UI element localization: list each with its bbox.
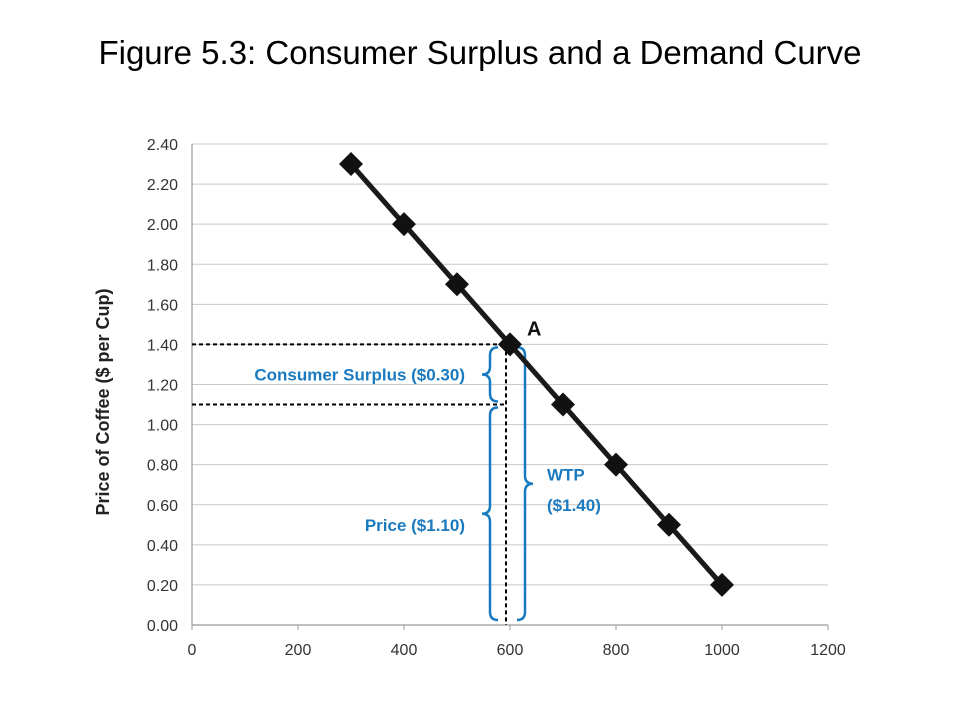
y-tick-label: 0.00 [147,618,178,635]
y-tick-label: 1.60 [147,297,178,314]
y-tick-label: 1.20 [147,378,178,395]
y-tick-label: 0.20 [147,578,178,595]
dashed-guides [192,343,510,625]
wtp-value-label: ($1.40) [547,496,601,515]
data-point [339,152,363,177]
point-a-label: A [527,318,541,340]
x-tick-label: 200 [285,642,312,659]
y-tick-label: 1.00 [147,418,178,435]
y-tick-label: 0.60 [147,498,178,515]
y-tick-label: 2.00 [147,217,178,234]
y-tick-label: 1.80 [147,257,178,274]
price-label: Price ($1.10) [365,516,465,535]
x-tick-label: 800 [603,642,630,659]
x-tick-label: 600 [497,642,524,659]
data-point [604,452,628,477]
y-tick-label: 2.20 [147,177,178,194]
y-tick-label: 2.40 [147,137,178,154]
x-tick-label: 1000 [704,642,740,659]
x-tick-labels: 0 200 400 600 800 1000 1200 [188,642,846,659]
consumer-surplus-label: Consumer Surplus ($0.30) [254,365,465,384]
y-tick-labels: 0.00 0.20 0.40 0.60 0.80 1.00 1.20 1.40 1.60 1.80… [147,137,178,635]
y-tick-label: 0.80 [147,458,178,475]
y-axis-label: Price of Coffee ($ per Cup) [93,288,113,515]
grid-lines [192,143,828,586]
price-brace [481,406,499,622]
annotation-braces [481,346,534,622]
data-point [551,392,575,417]
demand-line [349,162,724,587]
data-point [710,572,734,597]
data-point [498,332,522,357]
x-tick-label: 400 [391,642,418,659]
x-tick-label: 1200 [810,642,846,659]
wtp-brace [516,346,534,622]
demand-series [339,152,734,597]
wtp-label: WTP [547,466,585,485]
axes [191,144,829,630]
chart-title: Figure 5.3: Consumer Surplus and a Deman… [98,34,862,71]
x-tick-label: 0 [188,642,197,659]
data-point [445,272,469,297]
y-tick-label: 0.40 [147,538,178,555]
y-tick-label: 1.40 [147,337,178,354]
data-point [392,212,416,237]
data-point [657,512,681,537]
consumer-surplus-brace [481,346,499,403]
